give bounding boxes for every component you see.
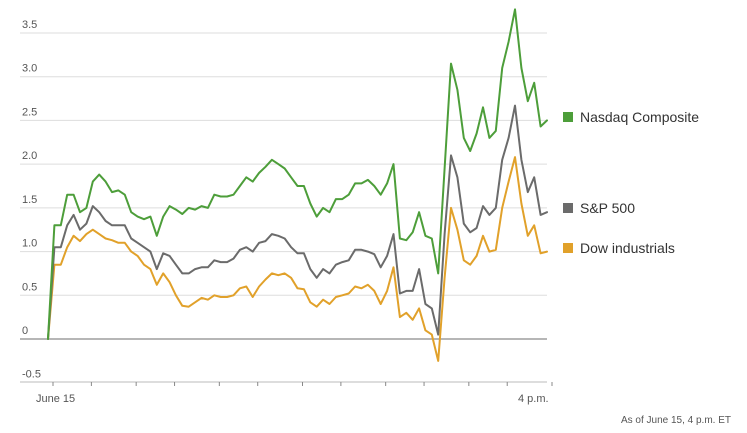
legend-label: Dow industrials bbox=[580, 240, 675, 256]
series-line-s-p-500 bbox=[47, 104, 548, 340]
y-tick-label: 0.5 bbox=[22, 281, 37, 293]
x-axis: June 15 4 p.m. bbox=[20, 381, 553, 405]
legend-swatch bbox=[563, 243, 573, 253]
y-tick-label: 3.5 bbox=[22, 19, 37, 31]
legend-swatch bbox=[563, 203, 573, 213]
legend-swatch bbox=[563, 112, 573, 122]
legend: Nasdaq Composite S&P 500 Dow industrials bbox=[563, 109, 699, 256]
x-tick-label: June 15 bbox=[36, 393, 75, 405]
series-lines bbox=[47, 8, 548, 362]
gridlines: -0.5 0 0.5 1.0 1.5 2.0 2.5 3.0 3.5 bbox=[20, 19, 547, 381]
y-tick-label: 1.5 bbox=[22, 194, 37, 206]
series-line-nasdaq-composite bbox=[47, 8, 548, 340]
y-tick-label: 3.0 bbox=[22, 63, 37, 75]
y-tick-label: 1.0 bbox=[22, 238, 37, 250]
footnote: As of June 15, 4 p.m. ET bbox=[620, 415, 731, 426]
y-tick-label: -0.5 bbox=[22, 369, 41, 381]
x-tick-label: 4 p.m. bbox=[518, 393, 549, 405]
legend-label: S&P 500 bbox=[580, 200, 635, 216]
legend-label: Nasdaq Composite bbox=[580, 109, 699, 125]
y-tick-label: 0 bbox=[22, 325, 28, 337]
series-line-dow-industrials bbox=[47, 156, 548, 362]
y-tick-label: 2.5 bbox=[22, 106, 37, 118]
y-tick-label: 2.0 bbox=[22, 150, 37, 162]
